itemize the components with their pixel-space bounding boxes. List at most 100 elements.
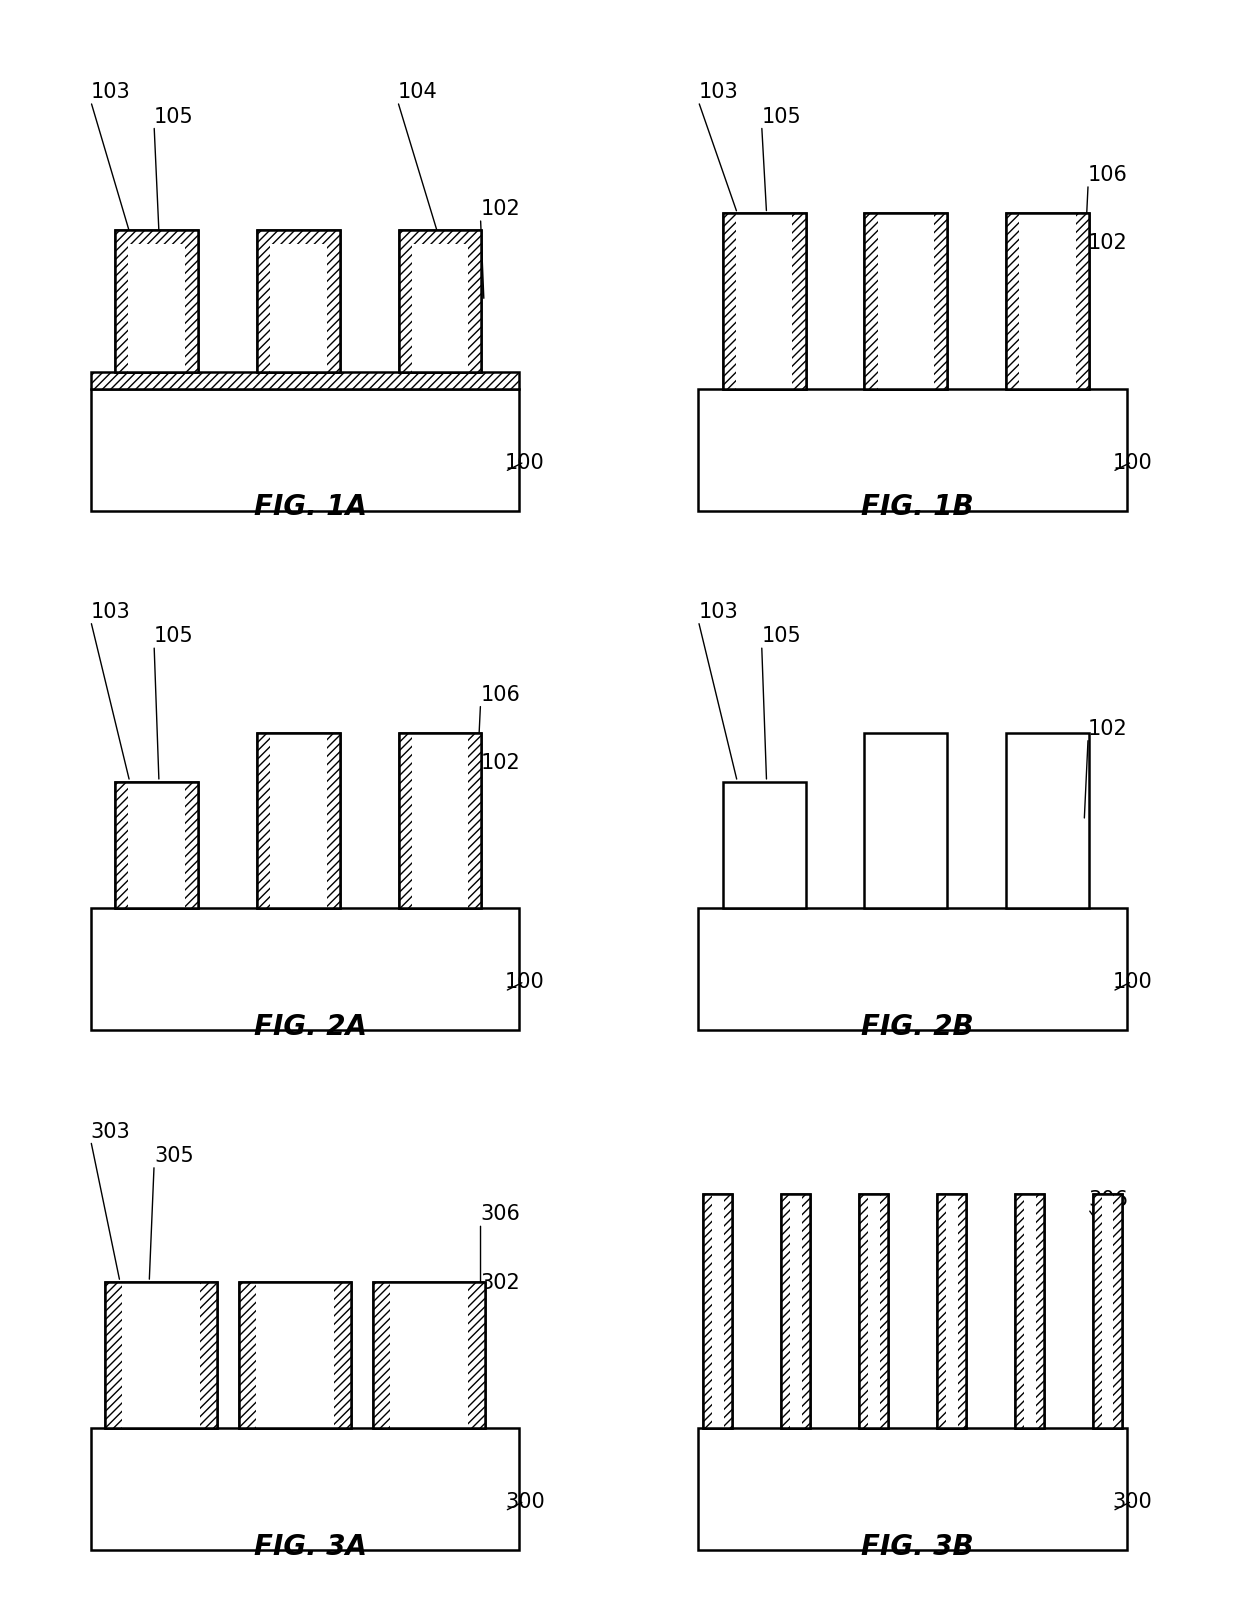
Text: 103: 103 [91,83,130,102]
Bar [115,230,198,372]
Bar [91,1428,520,1550]
Bar [792,214,806,390]
Bar [1035,1195,1044,1428]
Bar [723,214,806,390]
Text: FIG. 2A: FIG. 2A [253,1013,367,1040]
Text: 102: 102 [1089,719,1128,738]
Bar [257,734,340,909]
Bar [115,232,198,245]
Text: 105: 105 [761,626,801,646]
Bar [257,232,340,245]
Bar [735,214,792,390]
Text: 102: 102 [481,200,521,219]
Text: 100: 100 [505,972,544,992]
Bar [790,1195,801,1428]
Bar [698,1428,1127,1550]
Bar [115,782,198,909]
Bar [105,1282,123,1428]
Bar [1092,1195,1122,1428]
Text: FIG. 1B: FIG. 1B [862,493,973,521]
Bar [257,734,270,909]
Bar [270,734,326,909]
Bar [859,1195,888,1428]
Bar [335,1282,351,1428]
Bar [412,734,469,909]
Bar [864,214,947,390]
Bar [781,1195,811,1428]
Bar [105,1282,217,1428]
Bar [1016,1195,1024,1428]
Bar [257,230,340,372]
Text: 100: 100 [1112,453,1152,472]
Bar [257,245,270,372]
Bar [864,214,878,390]
Bar [946,1195,957,1428]
Bar [399,230,481,372]
Text: 306: 306 [1089,1190,1128,1209]
Text: 300: 300 [505,1492,544,1511]
Bar [1019,214,1076,390]
Bar [326,245,340,372]
Bar [698,909,1127,1031]
Text: FIG. 1A: FIG. 1A [253,493,367,521]
Bar [257,734,340,909]
Text: 105: 105 [154,107,193,127]
Bar [239,1282,351,1428]
Bar [1092,1195,1122,1428]
Bar [373,1282,485,1428]
Bar [1007,214,1089,390]
Bar [1114,1195,1122,1428]
Bar [937,1195,966,1428]
Text: 106: 106 [1089,166,1128,185]
Bar [864,214,947,390]
Bar [105,1282,217,1428]
Text: 106: 106 [481,685,521,704]
Text: 303: 303 [91,1121,130,1141]
Bar [859,1195,868,1428]
Bar [937,1195,946,1428]
Text: 102: 102 [481,753,521,773]
Bar [878,214,934,390]
Bar [399,232,481,245]
Bar [469,245,481,372]
Bar [1007,214,1089,390]
Bar [703,1195,733,1428]
Bar [91,373,520,390]
Bar [469,1282,485,1428]
Bar [1102,1195,1114,1428]
Bar [1016,1195,1044,1428]
Bar [128,782,185,909]
Bar [373,1282,485,1428]
Bar [239,1282,351,1428]
Bar [128,245,185,372]
Bar [801,1195,811,1428]
Bar [185,782,198,909]
Bar [723,214,806,390]
Text: 103: 103 [91,602,130,622]
Bar [868,1195,879,1428]
Bar [859,1195,888,1428]
Bar [399,734,481,909]
Bar [257,1282,335,1428]
Text: FIG. 2B: FIG. 2B [862,1013,973,1040]
Text: 306: 306 [481,1204,521,1224]
Text: FIG. 3B: FIG. 3B [862,1532,973,1560]
Bar [123,1282,201,1428]
Bar [399,734,481,909]
Text: 302: 302 [481,1272,521,1292]
Bar [879,1195,888,1428]
Bar [1007,214,1019,390]
Bar [864,734,947,909]
Bar [91,909,520,1031]
Bar [91,390,520,511]
Text: 103: 103 [698,602,738,622]
Bar [399,230,481,372]
Text: 104: 104 [398,83,438,102]
Bar [712,1195,724,1428]
Text: 300: 300 [1112,1492,1152,1511]
Bar [469,734,481,909]
Bar [399,245,412,372]
Bar [373,1282,391,1428]
Bar [185,245,198,372]
Bar [937,1195,966,1428]
